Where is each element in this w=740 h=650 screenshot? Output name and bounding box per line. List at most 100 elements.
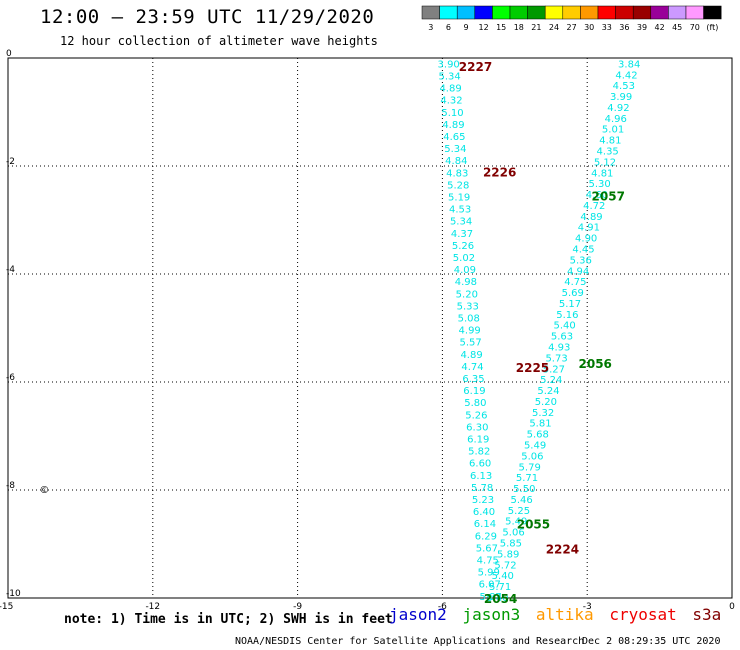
y-tick-label: -4 (6, 265, 15, 275)
track-b-value: 5.71 (516, 473, 538, 484)
track-b-value: 5.63 (551, 332, 573, 343)
colorbar-label: 36 (619, 23, 629, 32)
legend-jason2: jason2 (389, 605, 447, 624)
track-b-value: 5.49 (524, 440, 546, 451)
credit-line: NOAA/NESDIS Center for Satellite Applica… (235, 636, 585, 647)
colorbar-swatch (527, 5, 546, 20)
colorbar-swatch (509, 5, 528, 20)
track-a-value: 6.35 (462, 374, 484, 385)
pass-label: 2226 (483, 165, 516, 179)
x-tick-label: 0 (729, 602, 735, 612)
track-a-value: 5.02 (453, 253, 475, 264)
track-a-value: 5.34 (438, 72, 460, 83)
page-subtitle: 12 hour collection of altimeter wave hei… (60, 34, 378, 48)
track-a-value: 4.83 (446, 168, 468, 179)
colorbar-label: 21 (531, 23, 541, 32)
track-b-value: 3.84 (618, 59, 640, 70)
track-b-value: 5.20 (535, 397, 557, 408)
track-b-value: 5.81 (529, 419, 551, 430)
legend-altika: altika (535, 605, 594, 624)
x-tick-label: -9 (293, 602, 302, 612)
track-b-value: 5.68 (527, 430, 549, 441)
legend-s3a: s3a (692, 605, 722, 624)
x-tick-label: -3 (583, 602, 592, 612)
track-b-value: 5.49 (505, 517, 527, 528)
track-b-value: 4.60 (586, 190, 608, 201)
track-a-value: 5.28 (447, 180, 469, 191)
colorbar-swatch (580, 5, 599, 20)
pass-label: 2225 (516, 361, 549, 375)
track-a-value: 5.10 (441, 108, 463, 119)
legend-jason3: jason3 (462, 605, 521, 624)
colorbar-label: 39 (637, 23, 647, 32)
track-a-value: 4.74 (461, 362, 483, 373)
colorbar-label: 70 (690, 23, 700, 32)
satellite-legend: jason2 jason3 altika cryosat s3a (389, 605, 727, 624)
track-a-value: 4.89 (442, 120, 464, 131)
colorbar-label: 27 (567, 23, 577, 32)
track-a-value: 5.67 (476, 543, 498, 554)
plot-border (7, 57, 733, 599)
pass-label: 2056 (579, 357, 612, 371)
y-tick-label: 0 (6, 49, 12, 59)
y-tick-label: -6 (6, 373, 15, 383)
track-a-value: 4.65 (443, 132, 465, 143)
legend-cryosat: cryosat (609, 605, 677, 624)
colorbar-swatch (632, 5, 652, 20)
track-b-value: 5.46 (510, 495, 532, 506)
track-a-value: 4.98 (455, 277, 477, 288)
track-b-value: 5.32 (532, 408, 554, 419)
track-a-value: 5.26 (452, 241, 474, 252)
track-b-value: 5.25 (508, 506, 530, 517)
colorbar-label: 9 (463, 23, 468, 32)
track-b-value: 5.16 (556, 310, 578, 321)
track-a-value: 4.84 (445, 156, 467, 167)
colorbar-swatch (456, 5, 476, 20)
colorbar-swatch (562, 5, 581, 20)
pass-label: 2057 (592, 190, 625, 204)
colorbar-swatch (439, 5, 458, 20)
track-a-value: 5.23 (472, 495, 494, 506)
pass-label: 2224 (546, 542, 579, 556)
track-b-value: 5.40 (492, 571, 514, 582)
track-a-value: 6.19 (463, 386, 485, 397)
track-a-value: 4.37 (451, 229, 473, 240)
track-b-value: 5.36 (570, 255, 592, 266)
track-a-value: 6.13 (470, 471, 492, 482)
track-a-value: 6.19 (467, 435, 489, 446)
track-a-value: 5.34 (444, 144, 466, 155)
track-b-value: 3.99 (610, 92, 632, 103)
track-a-value: 3.90 (438, 59, 460, 70)
track-a-value: 4.89 (439, 84, 461, 95)
colorbar-swatch (685, 5, 704, 20)
track-b-value: 4.81 (599, 136, 621, 147)
track-a-value: 5.99 (478, 568, 500, 579)
pass-label: 2054 (484, 592, 517, 606)
colorbar-label: 45 (672, 23, 682, 32)
track-a-value: 6.07 (479, 580, 501, 591)
track-b-value: 5.30 (588, 179, 610, 190)
generated-timestamp: Dec 2 08:29:35 UTC 2020 (582, 636, 721, 647)
track-b-value: 4.72 (583, 201, 605, 212)
track-b-value: 4.75 (564, 277, 586, 288)
track-b-value: 4.93 (548, 342, 570, 353)
pass-label: 2055 (517, 517, 550, 531)
track-a-value: 5.20 (456, 289, 478, 300)
y-tick-label: -2 (6, 157, 15, 167)
track-a-value: 4.53 (449, 205, 471, 216)
track-a-value: 4.89 (460, 350, 482, 361)
track-b-value: 5.73 (545, 353, 567, 364)
track-a-value: 5.34 (450, 217, 472, 228)
track-b-value: 5.71 (489, 582, 511, 593)
track-a-value: 6.60 (469, 459, 491, 470)
track-b-value: 4.92 (607, 103, 629, 114)
track-a-value: 5.80 (464, 398, 486, 409)
track-a-value: 4.32 (440, 96, 462, 107)
track-b-value: 5.89 (497, 549, 519, 560)
track-a-value: 5.78 (471, 483, 493, 494)
footer-note: note: 1) Time is in UTC; 2) SWH is in fe… (64, 612, 393, 627)
track-b-value: 4.96 (605, 114, 627, 125)
track-b-value: 5.12 (594, 157, 616, 168)
track-a-value: 5.82 (468, 447, 490, 458)
track-b-value: 4.90 (575, 234, 597, 245)
